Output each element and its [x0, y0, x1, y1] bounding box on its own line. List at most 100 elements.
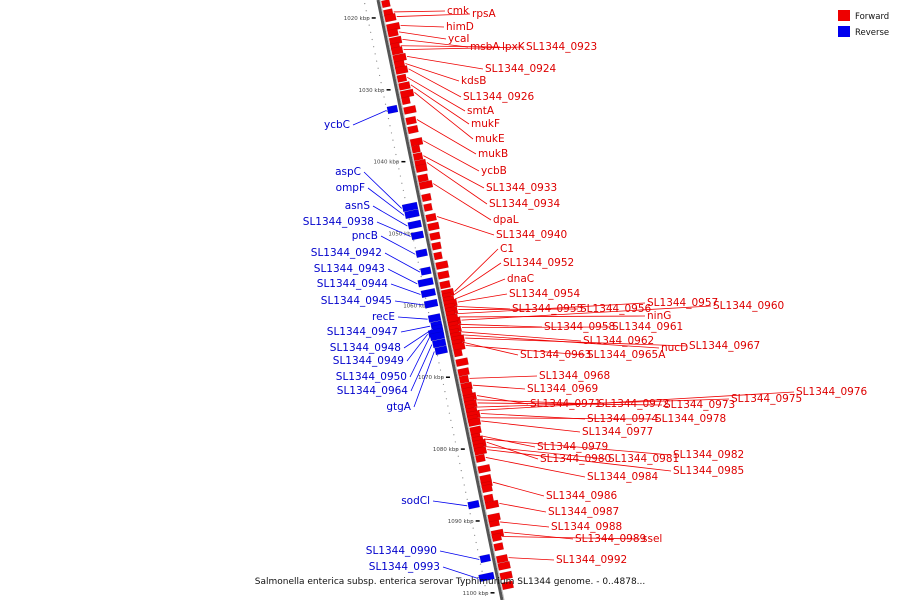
gene-block-filler[interactable]	[483, 493, 495, 503]
gene-label-SL1344_0961[interactable]: SL1344_0961	[612, 321, 683, 333]
gene-label-himD[interactable]: himD	[446, 21, 474, 33]
gene-block-filler[interactable]	[417, 173, 429, 183]
gene-label-asnS[interactable]: asnS	[345, 200, 371, 212]
gene-label-recE[interactable]: recE	[372, 311, 395, 323]
gene-block-filler[interactable]	[439, 279, 451, 290]
gene-block-SL1344_0944[interactable]	[420, 287, 437, 299]
gene-block-filler[interactable]	[493, 542, 505, 552]
gene-label-SL1344_0924[interactable]: SL1344_0924	[485, 63, 557, 75]
gene-block-filler[interactable]	[415, 163, 428, 174]
gene-block-filler[interactable]	[497, 560, 512, 571]
gene-label-ssel[interactable]: ssel	[642, 533, 662, 545]
gene-label-SL1344_0957[interactable]: SL1344_0957	[647, 297, 718, 309]
gene-label-SL1344_0964[interactable]: SL1344_0964	[337, 385, 409, 397]
gene-label-SL1344_0944[interactable]: SL1344_0944	[317, 278, 389, 290]
gene-block-ycbB[interactable]	[409, 136, 424, 147]
gene-block-ninG[interactable]	[446, 313, 459, 323]
gene-label-ninG[interactable]: ninG	[647, 310, 671, 322]
gene-block-ssel[interactable]	[491, 532, 503, 543]
gene-label-SL1344_0984[interactable]: SL1344_0984	[587, 471, 659, 483]
gene-label-ycbB[interactable]: ycbB	[481, 165, 507, 177]
gene-label-SL1344_0938[interactable]: SL1344_0938	[303, 216, 374, 228]
gene-label-mukB[interactable]: mukB	[478, 148, 508, 160]
gene-block-SL1344_0950[interactable]	[429, 331, 446, 342]
gene-label-SL1344_0965A[interactable]: SL1344_0965A	[587, 349, 666, 361]
gene-label-SL1344_0977[interactable]: SL1344_0977	[582, 426, 653, 438]
gene-label-SL1344_0948[interactable]: SL1344_0948	[330, 342, 401, 354]
gene-block-SL1344_0926[interactable]	[394, 65, 409, 75]
gene-label-SL1344_0940[interactable]: SL1344_0940	[496, 229, 567, 241]
gene-block-filler[interactable]	[481, 483, 494, 494]
gene-label-ycbC[interactable]: ycbC	[324, 119, 350, 131]
gene-block-SL1344_0965A[interactable]	[451, 341, 466, 352]
gene-label-sodCl[interactable]: sodCl	[401, 495, 430, 507]
gene-block-SL1344_0938[interactable]	[410, 230, 425, 241]
gene-block-SL1344_0977[interactable]	[467, 417, 482, 428]
gene-block-filler[interactable]	[427, 221, 440, 232]
gene-label-SL1344_0973[interactable]: SL1344_0973	[664, 399, 735, 411]
gene-label-SL1344_0990[interactable]: SL1344_0990	[366, 545, 437, 557]
gene-label-dpaL[interactable]: dpaL	[493, 214, 519, 226]
gene-label-SL1344_0960[interactable]: SL1344_0960	[713, 300, 784, 312]
gene-block-asnS[interactable]	[407, 219, 423, 230]
gene-block-SL1344_0985[interactable]	[473, 445, 488, 456]
gene-block-filler[interactable]	[501, 580, 515, 591]
gene-block-mukE[interactable]	[399, 88, 415, 99]
gene-block-filler[interactable]	[487, 512, 501, 523]
gene-block-filler[interactable]	[407, 124, 419, 135]
gene-label-SL1344_0986[interactable]: SL1344_0986	[546, 490, 618, 502]
gene-label-SL1344_0987[interactable]: SL1344_0987	[548, 506, 619, 518]
gene-block-filler[interactable]	[380, 0, 391, 9]
gene-block-filler[interactable]	[411, 144, 421, 154]
gene-block-recE[interactable]	[427, 313, 442, 323]
gene-block-SL1344_0992[interactable]	[495, 553, 509, 564]
gene-label-SL1344_0967[interactable]: SL1344_0967	[689, 340, 760, 352]
gene-label-dnaC[interactable]: dnaC	[507, 273, 534, 285]
gene-block-mukF[interactable]	[398, 81, 411, 91]
gene-block-filler[interactable]	[435, 260, 449, 271]
gene-label-SL1344_0978[interactable]: SL1344_0978	[655, 413, 726, 425]
gene-block-filler[interactable]	[479, 473, 492, 484]
gene-block-filler[interactable]	[461, 386, 473, 397]
gene-block-rpsA[interactable]	[383, 12, 397, 23]
gene-block-filler[interactable]	[403, 104, 417, 115]
gene-label-cmk[interactable]: cmk	[447, 5, 470, 17]
gene-block-filler[interactable]	[477, 463, 491, 474]
gene-label-mukE[interactable]: mukE	[475, 133, 505, 145]
gene-block-SL1344_0993[interactable]	[478, 571, 495, 583]
gene-label-mukF[interactable]: mukF	[471, 118, 500, 130]
gene-block-SL1344_0943[interactable]	[417, 277, 434, 288]
gene-block-SL1344_0990[interactable]	[479, 553, 492, 564]
gene-label-SL1344_0992[interactable]: SL1344_0992	[556, 554, 627, 566]
gene-block-ompF[interactable]	[404, 208, 420, 220]
gene-block-filler[interactable]	[433, 251, 443, 261]
gene-label-SL1344_0976[interactable]: SL1344_0976	[796, 386, 868, 398]
gene-label-SL1344_0975[interactable]: SL1344_0975	[731, 393, 802, 405]
gene-label-aspC[interactable]: aspC	[335, 166, 361, 178]
gene-label-C1[interactable]: C1	[500, 243, 514, 255]
gene-label-SL1344_0988[interactable]: SL1344_0988	[551, 521, 622, 533]
gene-block-filler[interactable]	[457, 367, 470, 377]
gene-block-filler[interactable]	[437, 270, 450, 280]
gene-label-SL1344_0981[interactable]: SL1344_0981	[608, 453, 679, 465]
gene-block-SL1344_0923[interactable]	[390, 45, 404, 56]
gene-block-filler[interactable]	[431, 241, 442, 251]
gene-label-SL1344_0950[interactable]: SL1344_0950	[336, 371, 407, 383]
gene-block-SL1344_0968[interactable]	[458, 374, 470, 384]
gene-label-SL1344_0949[interactable]: SL1344_0949	[333, 355, 404, 367]
gene-block-SL1344_0942[interactable]	[419, 266, 432, 276]
gene-block-SL1344_0924[interactable]	[392, 52, 407, 63]
gene-label-pncB[interactable]: pncB	[352, 230, 378, 242]
gene-label-SL1344_0923[interactable]: SL1344_0923	[526, 41, 597, 53]
gene-block-SL1344_0933[interactable]	[412, 151, 424, 162]
gene-label-SL1344_0963[interactable]: SL1344_0963	[520, 349, 591, 361]
gene-block-filler[interactable]	[453, 348, 463, 358]
gene-block-SL1344_0945[interactable]	[423, 298, 439, 309]
gene-block-smtA[interactable]	[396, 73, 408, 83]
gene-block-SL1344_0940[interactable]	[425, 212, 438, 223]
gene-block-filler[interactable]	[421, 192, 432, 203]
gene-label-ycaI[interactable]: ycaI	[448, 33, 470, 45]
gene-label-kdsB[interactable]: kdsB	[461, 75, 486, 87]
gene-block-filler[interactable]	[401, 96, 411, 106]
gene-label-SL1344_0942[interactable]: SL1344_0942	[311, 247, 382, 259]
